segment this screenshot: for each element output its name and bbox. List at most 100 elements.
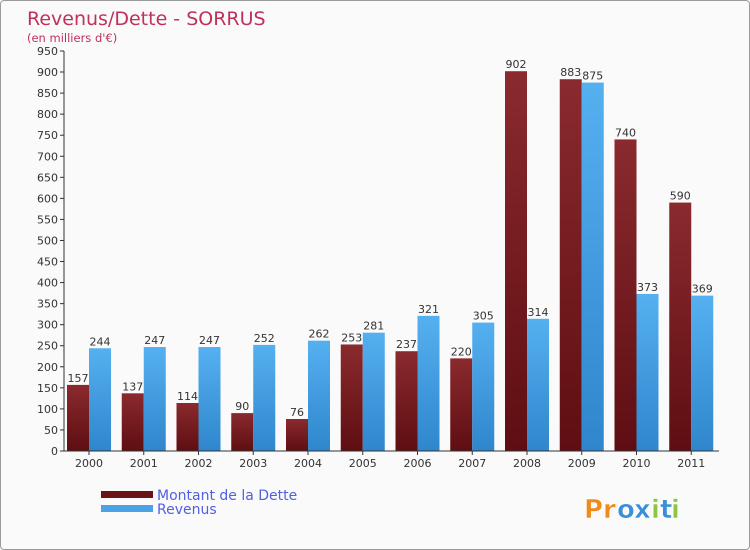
y-tick-label: 100 [37, 403, 58, 416]
y-tick-label: 900 [37, 66, 58, 79]
y-tick-label: 400 [37, 277, 58, 290]
bar-dette-2010 [614, 139, 637, 451]
y-tick-label: 950 [37, 45, 58, 58]
bar-dette-2006 [395, 351, 418, 451]
bar-dette-2000 [67, 384, 89, 451]
bar-dette-2004 [286, 419, 308, 451]
x-tick-label: 2002 [185, 457, 213, 470]
bar-revenus-2002 [198, 347, 221, 451]
legend-label-dette: Montant de la Dette [157, 488, 297, 504]
bar-revenus-2004 [308, 340, 330, 451]
data-label-revenus-2008: 314 [528, 306, 549, 319]
bar-dette-2005 [340, 344, 363, 451]
logo-letter: P [584, 495, 603, 525]
data-label-dette-2010: 740 [615, 126, 636, 139]
y-tick-label: 750 [37, 129, 58, 142]
data-label-dette-2004: 76 [290, 406, 304, 419]
data-label-revenus-2007: 305 [473, 310, 494, 323]
bar-dette-2007 [450, 358, 473, 451]
y-tick-label: 50 [44, 424, 58, 437]
bar-revenus-2011 [691, 295, 714, 451]
legend-label-revenus: Revenus [157, 502, 217, 518]
data-label-revenus-2005: 281 [363, 320, 384, 333]
x-tick-label: 2008 [513, 457, 541, 470]
x-tick-label: 2004 [294, 457, 322, 470]
data-label-revenus-2004: 262 [309, 328, 330, 341]
y-tick-label: 800 [37, 108, 58, 121]
y-tick-label: 300 [37, 319, 58, 332]
bar-dette-2009 [559, 79, 582, 452]
x-tick-label: 2007 [458, 457, 486, 470]
bar-revenus-2003 [253, 344, 276, 451]
data-label-dette-2011: 590 [670, 190, 691, 203]
data-label-dette-2007: 220 [451, 345, 472, 358]
y-tick-label: 600 [37, 192, 58, 205]
logo-letter: i [651, 495, 660, 525]
x-tick-label: 2011 [677, 457, 705, 470]
chart-subtitle: (en milliers d'€) [27, 31, 117, 45]
legend-swatch-revenus [101, 505, 153, 512]
y-tick-label: 350 [37, 298, 58, 311]
data-label-dette-2002: 114 [177, 390, 198, 403]
logo-letter: r [603, 495, 616, 525]
axes [63, 51, 719, 452]
bar-revenus-2007 [472, 322, 495, 451]
legend-swatch-dette [101, 491, 153, 498]
data-label-revenus-2006: 321 [418, 303, 439, 316]
y-axis-ticks: 0 50 100 150 200 250 300 350 400 450 500 550 600 650 7… [37, 45, 64, 458]
x-tick-label: 2005 [349, 457, 377, 470]
y-tick-label: 650 [37, 171, 58, 184]
y-tick-label: 700 [37, 150, 58, 163]
y-tick-label: 850 [37, 87, 58, 100]
x-tick-label: 2006 [404, 457, 432, 470]
bar-dette-2001 [121, 393, 144, 451]
data-label-revenus-2001: 247 [144, 334, 165, 347]
bar-dette-2003 [231, 413, 254, 451]
bar-dette-2011 [669, 202, 692, 451]
bar-dette-2002 [176, 403, 199, 451]
y-tick-label: 550 [37, 213, 58, 226]
data-label-dette-2000: 157 [68, 372, 89, 385]
chart-title: Revenus/Dette - SORRUS [27, 8, 266, 30]
y-tick-label: 450 [37, 256, 58, 269]
x-tick-label: 2010 [623, 457, 651, 470]
logo-letter: o [617, 495, 635, 525]
data-label-dette-2005: 253 [341, 331, 362, 344]
data-label-revenus-2011: 369 [692, 283, 713, 296]
x-tick-label: 2009 [568, 457, 596, 470]
legend: Montant de la Dette Revenus [101, 488, 297, 518]
data-label-revenus-2000: 244 [90, 335, 111, 348]
bar-revenus-2000 [89, 348, 111, 451]
y-tick-label: 150 [37, 382, 58, 395]
x-tick-label: 2001 [130, 457, 158, 470]
data-label-revenus-2009: 875 [582, 70, 603, 83]
data-label-dette-2001: 137 [122, 380, 143, 393]
x-tick-label: 2003 [239, 457, 267, 470]
x-axis-ticks: 2000 2001 2002 2003 2004 2005 2006 2007 2008 2009… [75, 451, 705, 470]
bar-revenus-2005 [362, 332, 385, 451]
bar-revenus-2009 [581, 82, 604, 451]
bar-revenus-2001 [143, 347, 166, 451]
bar-revenus-2008 [527, 318, 549, 451]
data-label-revenus-2003: 252 [254, 332, 275, 345]
x-tick-label: 2000 [75, 457, 103, 470]
data-label-revenus-2002: 247 [199, 334, 220, 347]
data-label-revenus-2010: 373 [637, 281, 658, 294]
y-tick-label: 200 [37, 361, 58, 374]
bar-revenus-2010 [636, 293, 659, 451]
data-label-dette-2003: 90 [235, 400, 249, 413]
y-tick-label: 250 [37, 340, 58, 353]
logo-letter: i [671, 495, 680, 525]
y-tick-label: 0 [51, 445, 58, 458]
y-tick-label: 500 [37, 234, 58, 247]
logo-letter: t [660, 495, 672, 525]
bar-dette-2008 [505, 71, 527, 452]
bar-revenus-2006 [417, 315, 440, 451]
data-label-dette-2006: 237 [396, 338, 417, 351]
data-label-dette-2009: 883 [560, 66, 581, 79]
data-label-dette-2008: 902 [506, 58, 527, 71]
